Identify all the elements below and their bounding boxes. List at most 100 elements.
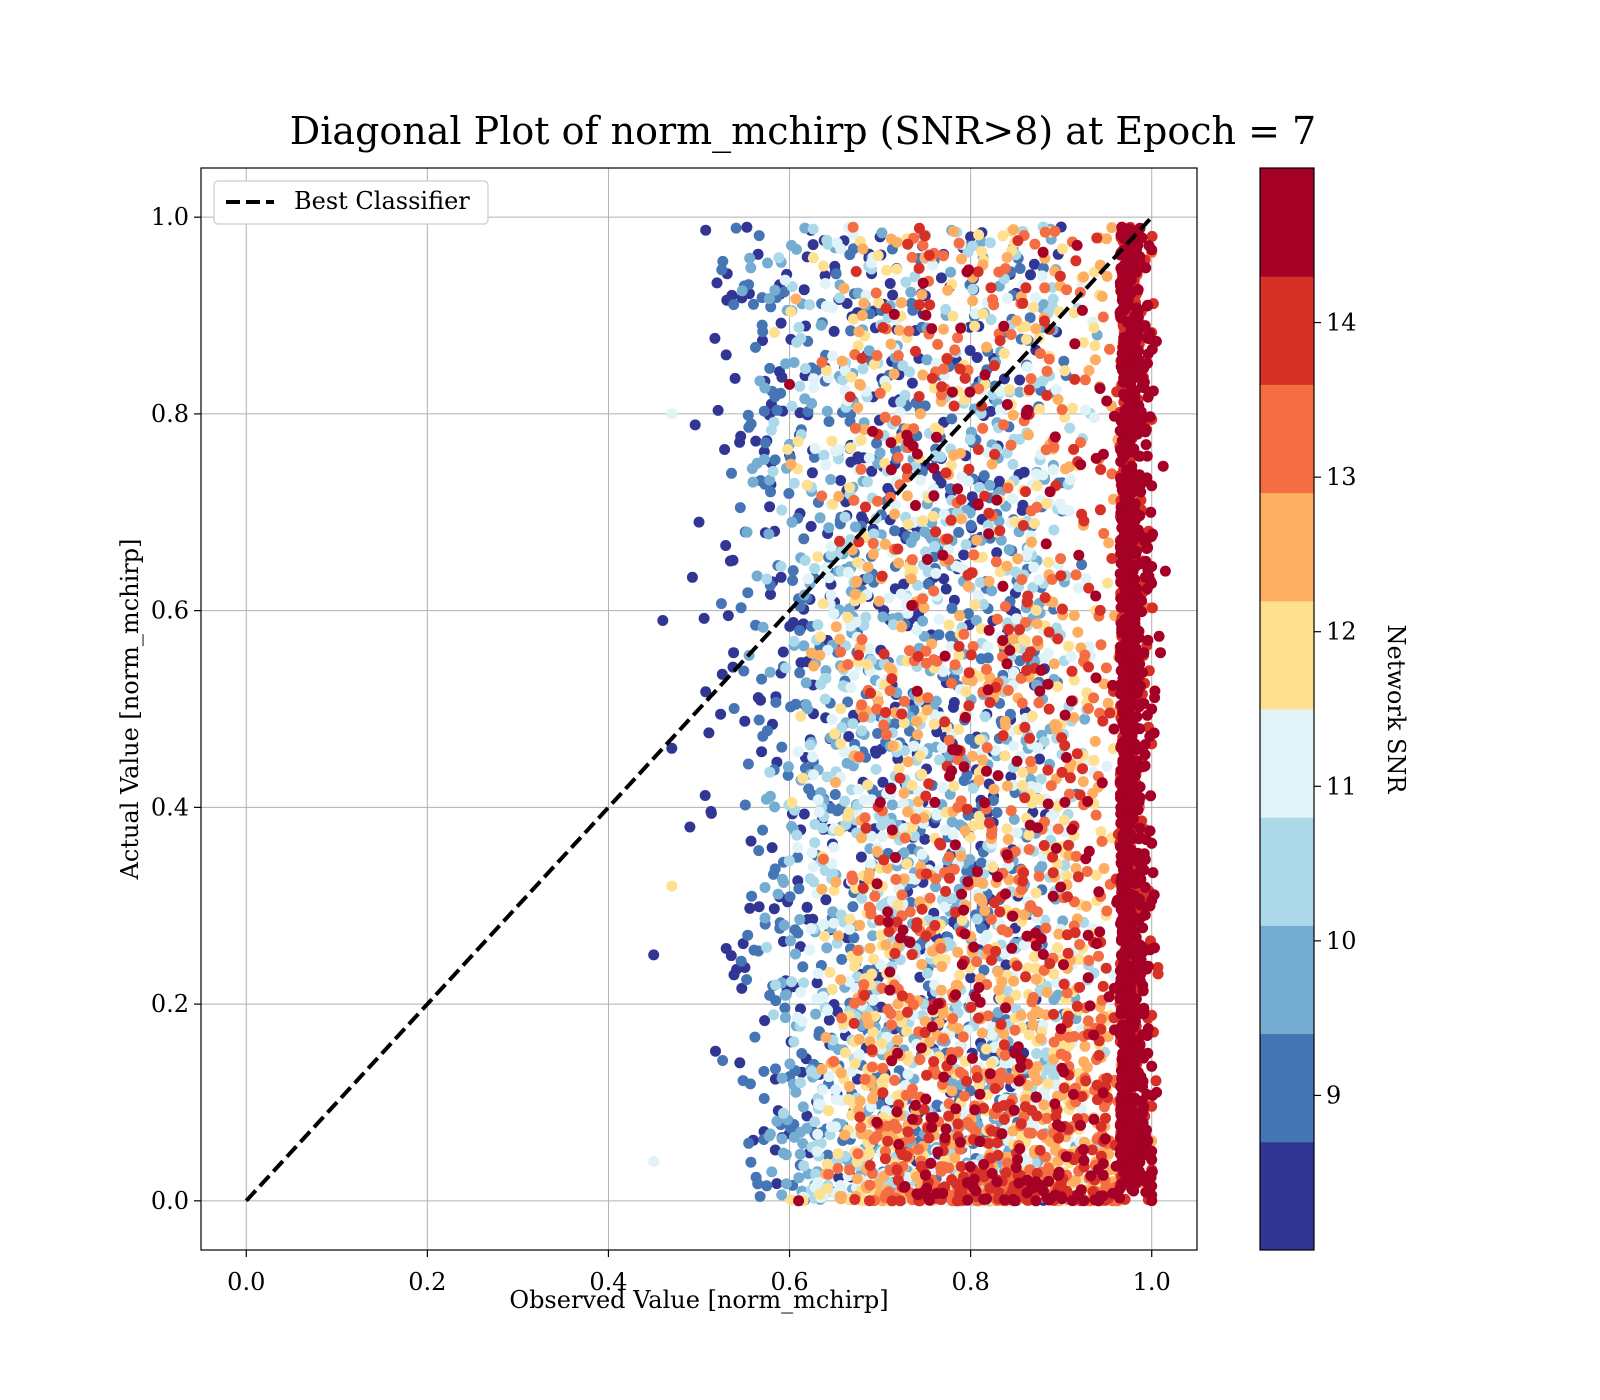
scatter-point	[949, 344, 961, 356]
scatter-point	[973, 481, 985, 493]
scatter-point	[1062, 891, 1073, 903]
scatter-point	[745, 1156, 757, 1168]
scatter-point	[916, 903, 928, 915]
scatter-point	[925, 1157, 937, 1169]
scatter-point	[1061, 284, 1073, 296]
scatter-point	[1093, 1049, 1105, 1061]
scatter-point	[977, 598, 989, 610]
scatter-point	[856, 634, 868, 645]
scatter-point	[940, 885, 952, 897]
scatter-point	[779, 274, 791, 286]
scatter-point	[905, 537, 917, 548]
scatter-point	[847, 718, 859, 730]
scatter-point	[768, 903, 780, 915]
scatter-point	[741, 221, 753, 233]
scatter-point	[1088, 322, 1100, 334]
scatter-point	[914, 408, 926, 420]
scatter-point	[991, 613, 1003, 625]
scatter-point	[978, 964, 990, 976]
scatter-point	[786, 821, 798, 832]
scatter-point	[819, 693, 831, 705]
scatter-point	[849, 960, 861, 972]
scatter-point	[935, 839, 947, 851]
scatter-point	[1014, 624, 1025, 636]
scatter-point	[872, 495, 884, 507]
scatter-point	[1025, 781, 1037, 792]
scatter-point	[1029, 238, 1041, 250]
scatter-point	[870, 763, 882, 775]
scatter-point	[1027, 992, 1039, 1003]
scatter-point	[890, 415, 902, 427]
scatter-point	[666, 742, 678, 754]
scatter-point	[886, 673, 898, 685]
scatter-point	[1001, 560, 1013, 572]
scatter-point	[1026, 710, 1038, 722]
scatter-point	[725, 950, 737, 962]
scatter-point	[758, 446, 770, 458]
scatter-point	[1083, 955, 1095, 966]
scatter-point	[923, 249, 935, 261]
scatter-point	[1032, 635, 1043, 647]
scatter-point	[978, 1158, 990, 1170]
scatter-point	[998, 1028, 1010, 1040]
scatter-point	[709, 332, 721, 344]
scatter-point	[944, 872, 955, 884]
scatter-point	[1049, 225, 1061, 237]
scatter-point	[1101, 1072, 1113, 1084]
scatter-point	[1064, 772, 1076, 784]
scatter-point	[782, 761, 794, 773]
scatter-point	[780, 1178, 792, 1190]
scatter-point	[879, 1153, 891, 1165]
scatter-point	[1100, 1112, 1111, 1124]
scatter-point	[1001, 399, 1013, 410]
scatter-point	[775, 561, 787, 572]
scatter-point	[741, 974, 753, 986]
scatter-point	[882, 916, 894, 928]
scatter-point	[763, 293, 775, 305]
scatter-point	[786, 239, 797, 251]
scatter-point	[752, 1178, 764, 1190]
scatter-point	[844, 482, 856, 493]
scatter-point	[1058, 1082, 1070, 1094]
scatter-point	[728, 647, 740, 659]
scatter-point	[1104, 343, 1116, 355]
scatter-point	[1083, 661, 1094, 673]
scatter-point	[850, 422, 861, 434]
scatter-point	[1007, 409, 1019, 421]
scatter-point	[745, 835, 757, 847]
scatter-point	[991, 494, 1003, 506]
scatter-point	[978, 934, 990, 946]
scatter-point	[790, 698, 802, 710]
scatter-point	[1005, 439, 1017, 451]
scatter-point	[756, 319, 768, 331]
scatter-point	[985, 913, 997, 925]
scatter-point	[914, 1054, 926, 1065]
scatter-point	[1089, 340, 1101, 352]
scatter-point	[1040, 498, 1052, 510]
scatter-point	[799, 363, 811, 375]
scatter-point	[764, 766, 776, 778]
scatter-point	[971, 534, 983, 546]
scatter-point	[786, 976, 797, 988]
scatter-point	[994, 335, 1006, 347]
scatter-point	[666, 880, 678, 892]
scatter-point	[700, 686, 712, 698]
scatter-point	[1048, 968, 1060, 980]
scatter-point	[936, 742, 948, 754]
scatter-point	[843, 1093, 855, 1105]
scatter-point	[983, 575, 995, 587]
scatter-point	[838, 282, 850, 294]
scatter-point	[822, 1149, 834, 1161]
scatter-point	[931, 1099, 943, 1111]
scatter-point	[1095, 826, 1107, 838]
scatter-point	[1063, 839, 1074, 851]
scatter-point	[1030, 292, 1042, 304]
scatter-point	[776, 741, 788, 753]
scatter-point	[1000, 1002, 1012, 1014]
scatter-point	[1062, 947, 1074, 959]
scatter-point	[917, 239, 929, 251]
scatter-point	[954, 969, 966, 981]
scatter-point	[784, 891, 796, 903]
scatter-point	[897, 797, 909, 809]
scatter-point	[1017, 499, 1029, 511]
